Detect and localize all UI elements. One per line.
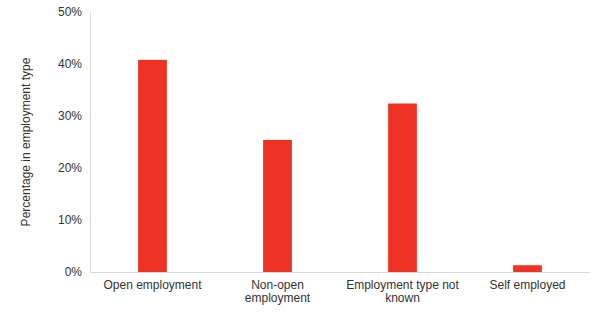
y-tick: 30%	[58, 109, 90, 123]
x-axis: Open employment Non-openemployment Employm…	[91, 272, 591, 305]
bar	[388, 104, 417, 272]
y-tick-label: 20%	[58, 161, 82, 175]
y-tick: 20%	[58, 161, 90, 175]
x-tick: Employment type notknown	[346, 272, 459, 305]
y-axis: 0% 10% 20% 30% 40% 50%	[58, 5, 91, 279]
y-tick-label: 0%	[65, 265, 83, 279]
bars	[138, 60, 542, 272]
y-tick-label: 10%	[58, 213, 82, 227]
y-tick-label: 50%	[58, 5, 82, 19]
y-tick: 50%	[58, 5, 90, 19]
y-tick: 0%	[65, 265, 90, 279]
y-tick-label: 30%	[58, 109, 82, 123]
x-tick-label: Non-openemployment	[245, 278, 311, 306]
y-axis-line	[90, 13, 91, 273]
plot-area: 0% 10% 20% 30% 40% 50% Open employment Non-open…	[58, 5, 591, 305]
chart: 0% 10% 20% 30% 40% 50% Open employment Non-open…	[0, 0, 600, 320]
y-tick: 40%	[58, 57, 90, 71]
bar	[263, 140, 292, 272]
y-tick: 10%	[58, 213, 90, 227]
bar	[138, 60, 167, 272]
y-axis-title: Percentage in employment type	[19, 57, 33, 226]
x-tick: Self employed	[489, 272, 565, 292]
x-tick-label: Open employment	[103, 278, 202, 292]
x-tick: Non-openemployment	[245, 272, 311, 305]
x-tick: Open employment	[103, 272, 202, 292]
bar	[513, 265, 542, 272]
y-tick-label: 40%	[58, 57, 82, 71]
x-tick-label: Employment type notknown	[346, 278, 459, 306]
x-axis-line	[91, 272, 591, 273]
x-tick-label: Self employed	[489, 278, 565, 292]
